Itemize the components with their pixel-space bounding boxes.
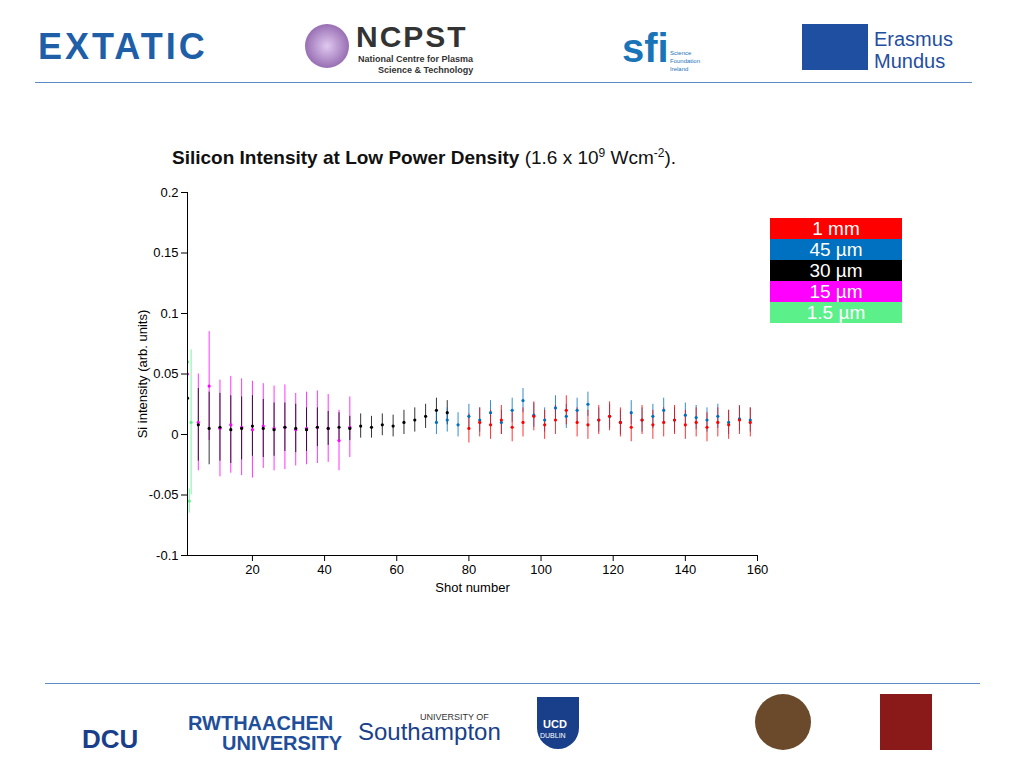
svg-text:80: 80 [462,562,476,577]
svg-text:0.05: 0.05 [153,366,178,381]
html-text:sfi: sfi [622,26,669,70]
html-text:1.5 µm: 1.5 µm [806,302,866,323]
svg-text:0.1: 0.1 [160,306,178,321]
svg-text:140: 140 [674,562,696,577]
svg-text:0.15: 0.15 [153,245,178,260]
html-text:National Centre for Plasma: National Centre for Plasma [358,54,473,64]
html-text:45 µm: 45 µm [809,239,863,260]
svg-text:Si intensity (arb. units): Si intensity (arb. units) [135,310,150,439]
svg-text:100: 100 [530,562,552,577]
html-text:Science: Science [670,50,692,56]
html-text:Science & Technology: Science & Technology [378,65,474,75]
html-text:Southampton: Southampton [358,718,501,745]
html-text:Erasmus: Erasmus [874,28,953,50]
html-text:Mundus: Mundus [874,50,946,72]
html-text:DCU: DCU [82,724,139,754]
svg-text:20: 20 [245,562,259,577]
svg-text:Shot number: Shot number [435,580,510,595]
html-text:UNIVERSITY OF: UNIVERSITY OF [420,712,489,722]
html-text:15 µm: 15 µm [809,281,863,302]
svg-text:60: 60 [390,562,404,577]
svg-text:-0.05: -0.05 [149,487,179,502]
html-text:UNIVERSITY: UNIVERSITY [222,732,342,754]
svg-text:120: 120 [602,562,624,577]
svg-text:40: 40 [317,562,331,577]
html-text:Foundation: Foundation [670,58,700,64]
svg-text:-0.1: -0.1 [156,548,178,563]
html-text:DUBLIN: DUBLIN [540,732,566,739]
html-text:9Wcm-2).: 9Wcm-2). [598,146,677,169]
html-text:30 µm: 30 µm [809,260,863,281]
html-text:Ireland: Ireland [670,66,689,72]
html-text:EXTATIC: EXTATIC [38,26,208,67]
html-text:1 mm: 1 mm [812,218,860,239]
svg-text:0: 0 [171,427,178,442]
html-text:UCD: UCD [543,718,567,730]
html-text:RWTHAACHEN: RWTHAACHEN [188,712,334,734]
html-text:Silicon Intensity at Low Power: Silicon Intensity at Low Power Density (… [172,147,599,169]
svg-text:160: 160 [747,562,769,577]
svg-text:0.2: 0.2 [160,185,178,200]
html-text:NCPST: NCPST [356,20,468,53]
